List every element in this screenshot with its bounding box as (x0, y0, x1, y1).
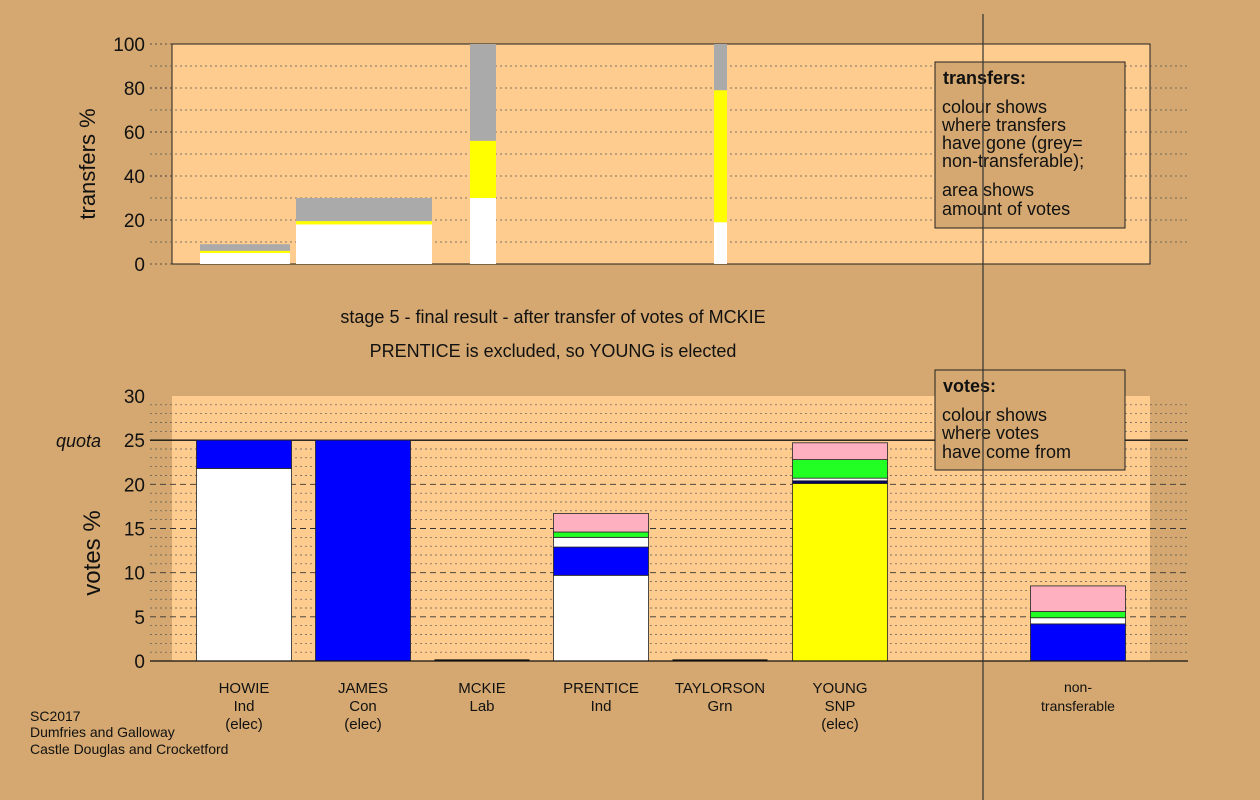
transfers-legend-line-3: have gone (grey= (942, 133, 1083, 153)
candidate-label-young-party: SNP (825, 698, 856, 715)
nontransferable-label: non- (1064, 679, 1092, 695)
candidate-label-james-party: Con (349, 698, 377, 715)
candidate-label-mckie-name: MCKIE (458, 680, 506, 697)
transfers-y-ticks: 0 20 40 60 80 100 (113, 35, 172, 276)
votes-legend-line-3: have come from (942, 442, 1071, 462)
transfers-tick-label: 100 (113, 35, 145, 56)
bar-prentice-segment-pink (553, 513, 649, 533)
footer-line-1: SC2017 (30, 708, 81, 724)
transfers-bar-segment-yellow (714, 90, 727, 223)
votes-legend: votes: colour shows where votes have com… (934, 369, 1126, 471)
bar-prentice-segment-green (553, 531, 649, 538)
transfers-bar-segment-white (200, 253, 290, 264)
transfers-bar-segment-white (470, 198, 496, 264)
transfers-tick-label: 20 (124, 211, 145, 232)
footer-line-2: Dumfries and Galloway (30, 724, 175, 740)
candidate-label-mckie-party: Lab (469, 698, 494, 715)
transfers-bar-segment-yellow (296, 221, 432, 225)
nontransferable-label: transferable (1041, 698, 1115, 714)
candidate-label-howie-name: HOWIE (219, 680, 270, 697)
transfers-bar-segment-yellow (200, 250, 290, 253)
quota-label: quota (56, 431, 101, 451)
bar-nontransferable-segment-blue (1030, 623, 1126, 662)
votes-tick-label: 15 (124, 520, 145, 541)
votes-legend-line-1: colour shows (942, 405, 1047, 425)
stage-subtitle: PRENTICE is excluded, so YOUNG is electe… (370, 341, 737, 361)
footer: SC2017 Dumfries and Galloway Castle Doug… (30, 708, 228, 757)
bar-prentice-segment-white (553, 574, 649, 662)
candidate-label-taylorson-name: TAYLORSON (675, 680, 765, 697)
bar-young-segment-yellow (792, 483, 888, 662)
bar-nontransferable-segment-white (1030, 617, 1126, 625)
transfers-bar-segment-yellow (470, 140, 496, 198)
transfers-legend-line-1: colour shows (942, 97, 1047, 117)
transfers-tick-label: 60 (124, 123, 145, 144)
candidate-labels: HOWIEInd(elec)JAMESCon(elec)MCKIELabPREN… (219, 679, 1116, 733)
bar-james-segment-blue (315, 439, 411, 662)
bar-nontransferable-segment-green (1030, 611, 1126, 619)
transfers-bar-segment-grey (296, 198, 432, 222)
transfers-bar-segment-grey (200, 244, 290, 251)
votes-legend-line-2: where votes (941, 423, 1039, 443)
transfers-tick-label: 0 (134, 255, 145, 276)
transfers-legend-box (934, 61, 1126, 229)
candidate-label-taylorson-party: Grn (707, 698, 732, 715)
votes-y-label: votes % (79, 510, 106, 595)
bar-howie-segment-white (196, 468, 292, 662)
candidate-label-prentice-name: PRENTICE (563, 680, 639, 697)
votes-tick-label: 20 (124, 475, 145, 496)
candidate-label-james-name: JAMES (338, 680, 388, 697)
candidate-label-james-status: (elec) (344, 716, 382, 733)
transfers-legend-line-6: amount of votes (942, 199, 1070, 219)
votes-tick-label: 25 (124, 431, 145, 452)
votes-legend-box (934, 369, 1126, 471)
candidate-label-howie-party: Ind (234, 698, 255, 715)
transfers-bar-segment-grey (714, 44, 727, 91)
transfers-bar-segment-white (714, 222, 727, 264)
candidate-label-young-name: YOUNG (812, 680, 867, 697)
transfers-bar-segment-grey (470, 44, 496, 141)
transfers-legend-line-4: non-transferable); (942, 151, 1084, 171)
transfers-tick-label: 40 (124, 167, 145, 188)
votes-legend-heading: votes: (943, 376, 996, 396)
transfers-bars (200, 44, 727, 264)
transfers-legend: transfers: colour shows where transfers … (934, 61, 1126, 229)
bar-howie-segment-blue (196, 439, 292, 469)
votes-bars (196, 439, 1126, 662)
transfers-bar-segment-white (296, 224, 432, 264)
transfers-legend-line-5: area shows (942, 180, 1034, 200)
bar-prentice-segment-white (553, 536, 649, 548)
votes-tick-label: 0 (134, 652, 145, 673)
transfers-y-label: transfers % (75, 108, 100, 219)
votes-tick-label: 10 (124, 564, 145, 585)
bar-young-segment-pink (792, 442, 888, 461)
votes-tick-label: 30 (124, 387, 145, 408)
candidate-label-howie-status: (elec) (225, 716, 263, 733)
candidate-label-young-status: (elec) (821, 716, 859, 733)
transfers-tick-label: 80 (124, 79, 145, 100)
candidate-label-prentice-party: Ind (591, 698, 612, 715)
bar-nontransferable-segment-pink (1030, 585, 1126, 612)
votes-y-ticks: 0 5 10 15 20 25 30 (124, 387, 145, 673)
votes-tick-label: 5 (134, 608, 145, 629)
stage-title: stage 5 - final result - after transfer … (340, 307, 765, 327)
transfers-panel: 0 20 40 60 80 100 transfers % transfers: colo… (75, 35, 1188, 276)
transfers-legend-line-2: where transfers (941, 115, 1066, 135)
footer-line-3: Castle Douglas and Crocketford (30, 741, 228, 757)
bar-prentice-segment-blue (553, 546, 649, 576)
transfers-legend-heading: transfers: (943, 68, 1026, 88)
bar-young-segment-green (792, 459, 888, 479)
